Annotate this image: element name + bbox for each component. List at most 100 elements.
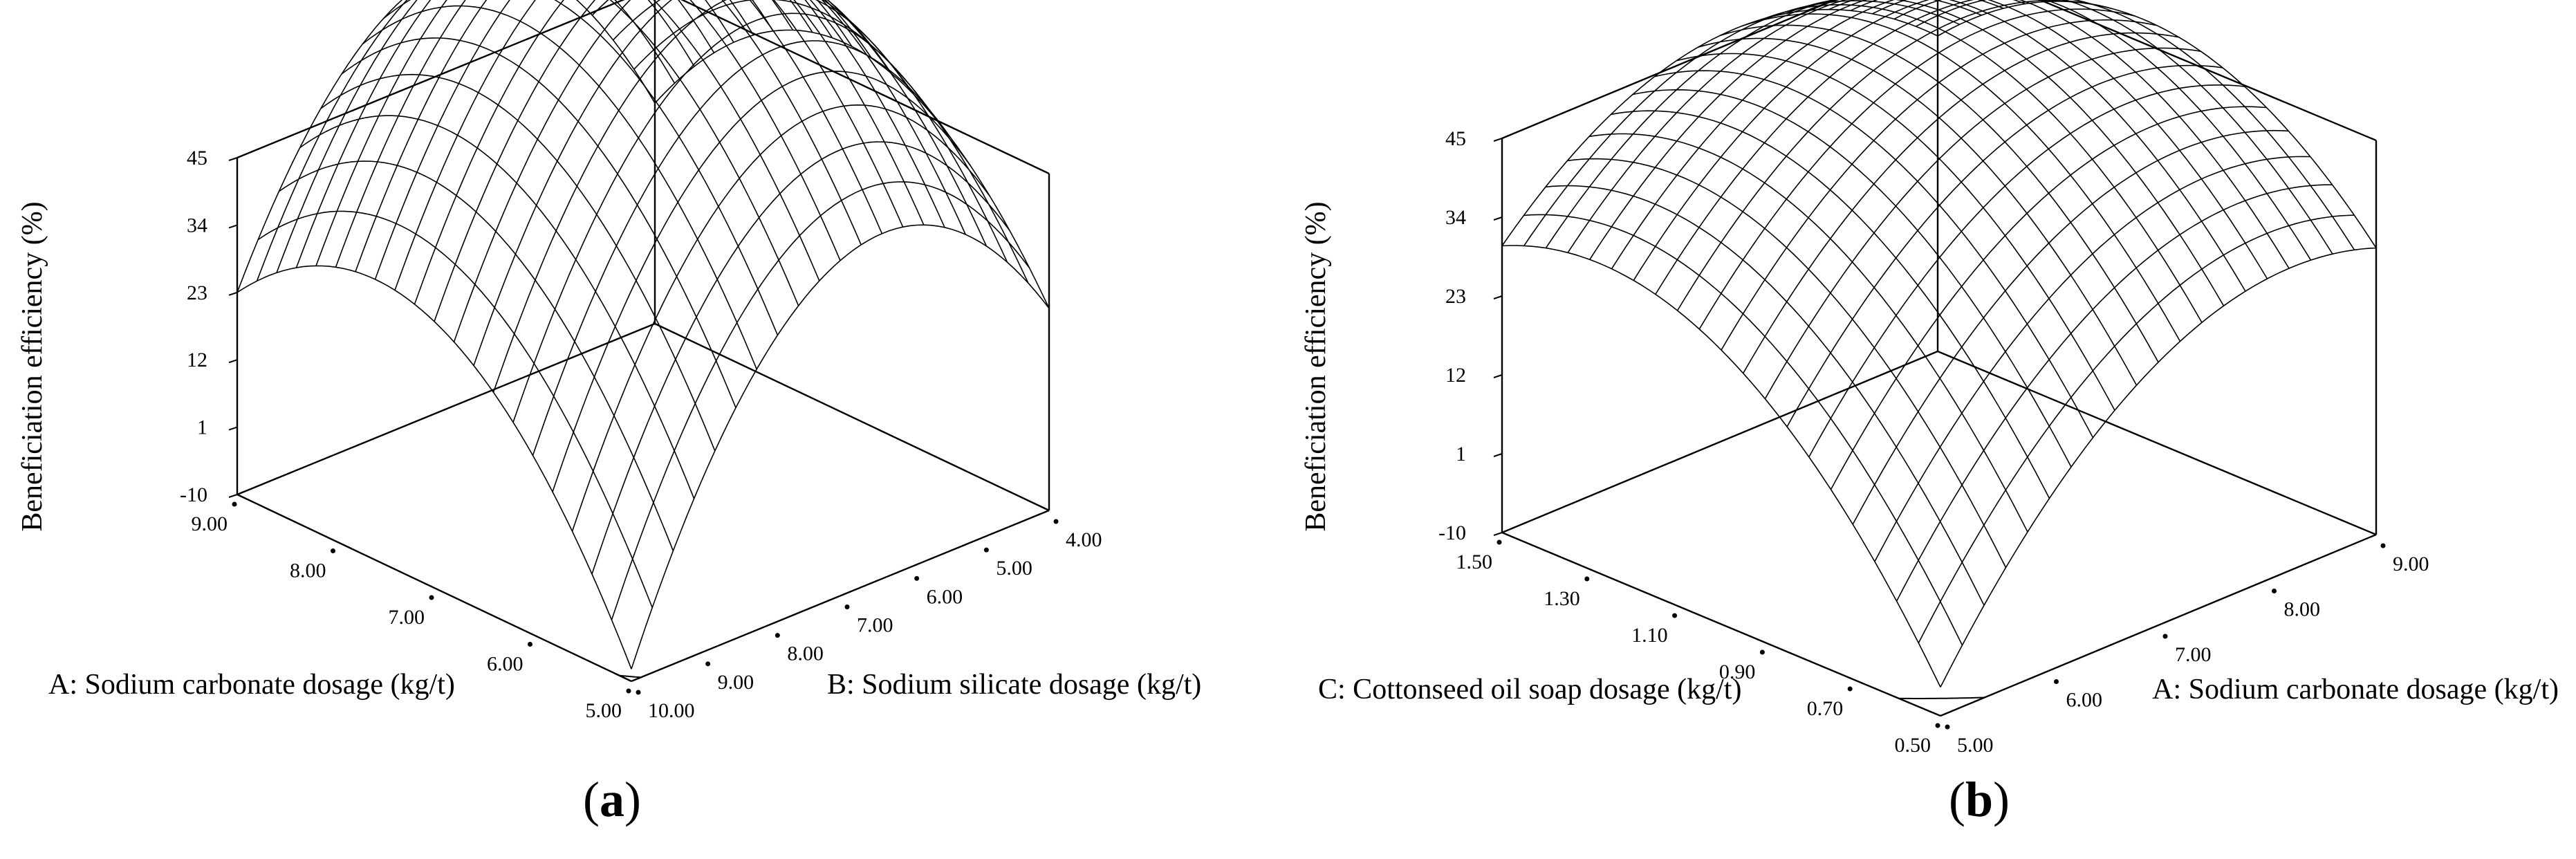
floor-contour bbox=[1898, 696, 1985, 699]
surface-mesh-line-v bbox=[809, 0, 945, 228]
x-tick-dot bbox=[1584, 576, 1590, 582]
surface-mesh-line-u bbox=[315, 0, 734, 266]
surface-mesh-line-v bbox=[749, 0, 883, 234]
surface-mesh-line-v bbox=[1937, 1, 2377, 248]
surface-mesh-line-u bbox=[276, 0, 695, 273]
x-tick-dot bbox=[429, 595, 434, 600]
surface-mesh-line-u bbox=[1676, 0, 2113, 311]
surface-mesh-line-v bbox=[1523, 214, 1963, 646]
floor-edge-back-right bbox=[654, 322, 1050, 512]
x-tick-label: 1.50 bbox=[1456, 551, 1493, 573]
surface-mesh-line-v bbox=[237, 265, 632, 669]
surface-mesh-line-v bbox=[633, 0, 1029, 284]
box-top-back-right bbox=[680, 0, 1050, 175]
surface-mesh-line-u bbox=[473, 0, 892, 366]
x-tick-label: 7.00 bbox=[389, 606, 425, 629]
surface-mesh-line-u bbox=[1940, 247, 2377, 687]
surface-mesh-line-u bbox=[1611, 0, 2048, 270]
floor-contour bbox=[619, 674, 641, 678]
surface-mesh-line-v bbox=[613, 0, 1008, 263]
x-tick-label: 9.00 bbox=[192, 512, 228, 535]
surface-mesh-line-v bbox=[1850, 0, 2290, 269]
box-top-back-left bbox=[1501, 0, 1837, 140]
surface-mesh-line-v bbox=[1632, 89, 2072, 468]
surface-mesh-line-u bbox=[571, 104, 991, 532]
z-tick-mark bbox=[228, 157, 238, 161]
y-axis-label: B: Sodium silicate dosage (kg/t) bbox=[827, 669, 1201, 701]
surface-mesh-line-v bbox=[320, 73, 716, 452]
panel-label-close-paren: ) bbox=[624, 772, 641, 827]
z-tick-mark bbox=[1493, 532, 1503, 536]
surface-mesh-line-u bbox=[1589, 0, 2026, 260]
z-tick-mark bbox=[228, 291, 238, 296]
floor-edge-left bbox=[237, 493, 632, 683]
surface-mesh-line-u bbox=[552, 71, 971, 492]
surface-mesh-line-v bbox=[1719, 24, 2159, 363]
x-tick-dot bbox=[232, 501, 237, 507]
x-tick-dot bbox=[1847, 686, 1853, 692]
surface-mesh-line-v bbox=[257, 210, 653, 608]
surface-mesh-line-v bbox=[1741, 13, 2181, 342]
panel-label-open-paren: ( bbox=[1949, 772, 1965, 827]
y-tick-label: 10.00 bbox=[648, 699, 695, 722]
x-tick-label: 0.50 bbox=[1895, 734, 1931, 757]
x-axis-label: A: Sodium carbonate dosage (kg/t) bbox=[48, 669, 455, 701]
y-tick-dot bbox=[775, 633, 780, 638]
z-tick-label: -10 bbox=[1438, 521, 1466, 544]
surface-mesh-line-u bbox=[453, 0, 873, 342]
surface-mesh-line-v bbox=[278, 160, 674, 551]
x-tick-label: 1.30 bbox=[1544, 587, 1580, 610]
surface-mesh-line-v bbox=[1785, 0, 2225, 306]
z-tick-label: 34 bbox=[187, 214, 207, 237]
surface-mesh-line-v bbox=[1893, 0, 2333, 255]
z-axis-label: Beneficiation efficiency (%) bbox=[1300, 201, 1332, 531]
surface-mesh-line-v bbox=[1567, 158, 2007, 568]
floor-edge-right bbox=[631, 509, 1050, 683]
surface-mesh-line-u bbox=[1633, 0, 2070, 281]
y-tick-label: 6.00 bbox=[2066, 689, 2103, 712]
y-tick-label: 7.00 bbox=[2175, 643, 2212, 666]
y-tick-dot bbox=[983, 547, 989, 553]
z-tick-label: 45 bbox=[1445, 127, 1466, 150]
surface-mesh-line-u bbox=[1567, 0, 2004, 253]
z-tick-label: 12 bbox=[187, 349, 207, 371]
y-tick-label: 8.00 bbox=[787, 643, 824, 665]
surface-mesh-line-u bbox=[1786, 64, 2223, 427]
surface-mesh-line-v bbox=[609, 0, 799, 306]
x-tick-label: 5.00 bbox=[586, 699, 622, 722]
surface-mesh-line-u bbox=[1918, 214, 2355, 643]
surface-mesh-line-v bbox=[299, 115, 695, 499]
z-tick-mark bbox=[1493, 374, 1503, 378]
y-tick-label: 9.00 bbox=[718, 671, 754, 694]
surface-mesh-line-u bbox=[1721, 19, 2158, 351]
floor-edge-back-left bbox=[237, 322, 656, 496]
x-tick-label: 8.00 bbox=[290, 560, 326, 582]
x-tick-dot bbox=[528, 642, 532, 647]
surface-mesh-line-v bbox=[1611, 110, 2050, 499]
surface-mesh-line-v bbox=[1916, 0, 2355, 250]
floor-edge-left bbox=[1501, 531, 1941, 717]
surface-mesh-line-u bbox=[631, 224, 1050, 669]
panel-a: 45 34 23 12 1 -10 5.00 6.00 7.00 8.00 9.00 10.00 9.0… bbox=[17, 0, 1201, 827]
y-tick-label: 5.00 bbox=[996, 557, 1032, 580]
surface-mesh-line-u bbox=[1501, 8, 1938, 246]
surface-mesh-line-u bbox=[295, 0, 715, 268]
surface-mesh-line-u bbox=[611, 181, 1030, 620]
surface-mesh-line-u bbox=[1698, 8, 2135, 330]
y-tick-dot bbox=[914, 575, 920, 581]
x-tick-label: 0.90 bbox=[1719, 661, 1756, 683]
surface-mesh-line-v bbox=[1545, 185, 1985, 606]
surface-mesh-line-v bbox=[1501, 245, 1941, 687]
x-tick-dot bbox=[331, 548, 335, 553]
z-tick-mark bbox=[1493, 216, 1503, 221]
surface-mesh-line-v bbox=[793, 0, 925, 225]
surface-mesh-line-v bbox=[1588, 133, 2028, 533]
panel-label-close-paren: ) bbox=[1993, 772, 2010, 827]
y-axis-label: A: Sodium carbonate dosage (kg/t) bbox=[2152, 674, 2559, 705]
y-tick-label: 9.00 bbox=[2393, 553, 2429, 575]
z-tick-mark bbox=[1493, 138, 1503, 142]
box-top-back-right bbox=[2038, 0, 2377, 142]
floor-edge-back-left bbox=[1501, 350, 1938, 534]
z-tick-label: 45 bbox=[187, 147, 207, 169]
x-tick-dot bbox=[1672, 613, 1678, 618]
